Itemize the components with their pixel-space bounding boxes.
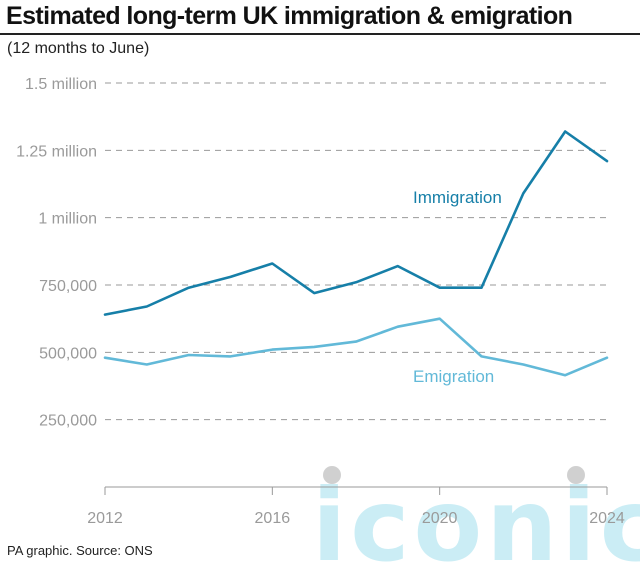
watermark-dot — [567, 466, 585, 484]
source-note: PA graphic. Source: ONS — [7, 543, 153, 558]
series-label-immigration: Immigration — [413, 188, 502, 207]
series-line-immigration — [103, 130, 609, 316]
y-tick-label: 1.25 million — [16, 143, 97, 160]
y-tick-label: 750,000 — [39, 278, 97, 295]
x-tick-label: 2012 — [87, 510, 123, 527]
y-tick-label: 1.5 million — [25, 76, 97, 93]
chart-subtitle: (12 months to June) — [7, 40, 150, 57]
iconic-watermark: iconic — [312, 466, 640, 565]
series-label-emigration: Emigration — [413, 367, 494, 386]
x-axis: 2012 2016 2020 2024 — [87, 486, 625, 527]
chart-title: Estimated long-term UK immigration & emi… — [6, 2, 573, 30]
series-line-emigration — [103, 317, 609, 377]
y-tick-label: 1 million — [38, 211, 97, 228]
series-lines — [103, 130, 609, 377]
x-tick-label: 2020 — [422, 510, 458, 527]
watermark-dot — [323, 466, 341, 484]
x-tick-label: 2024 — [589, 510, 625, 527]
title-divider — [0, 33, 640, 35]
y-axis: 250,000 500,000 750,000 1 million 1.25 milli… — [16, 76, 97, 430]
watermark-text: iconic — [312, 467, 640, 565]
y-tick-label: 500,000 — [39, 345, 97, 362]
grid-lines — [105, 82, 607, 421]
y-tick-label: 250,000 — [39, 413, 97, 430]
x-tick-label: 2016 — [255, 510, 291, 527]
